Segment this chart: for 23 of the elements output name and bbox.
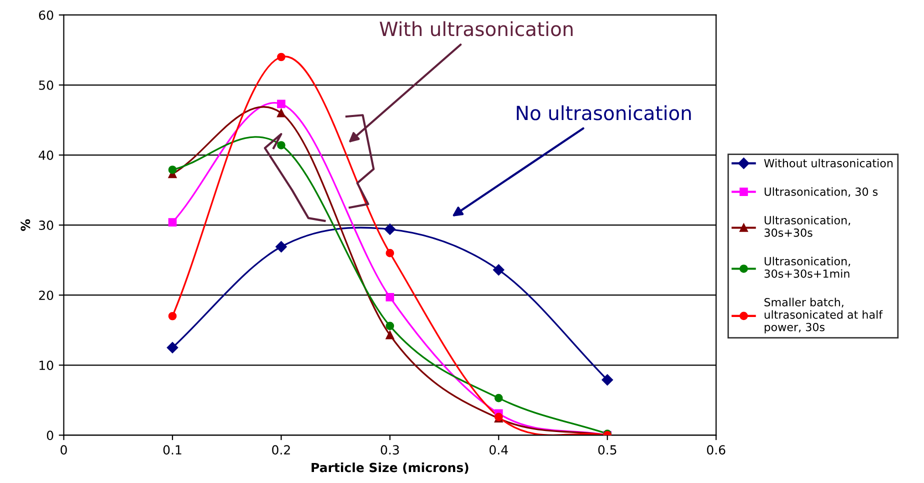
legend-label: Ultrasonication, 30 s: [764, 187, 878, 198]
legend-label: Ultrasonication, 30s+30s: [764, 216, 850, 237]
y-axis-title: %: [20, 219, 30, 231]
y-tick-label: 10: [40, 360, 54, 370]
annotation: No ultrasonication: [516, 105, 691, 120]
y-tick-label: 50: [39, 80, 54, 90]
y-tick-label: 40: [38, 150, 54, 160]
x-tick-label: 0: [60, 445, 67, 455]
annotation: With ultrasonication: [380, 21, 573, 36]
legend-label: Ultrasonication, 30s+30s+1min: [764, 256, 850, 278]
legend-label: Smaller batch, ultrasonicated at half power, 30s: [764, 298, 883, 334]
x-axis-title: Particle Size (microns): [312, 462, 468, 474]
y-tick-label: 20: [39, 290, 54, 300]
y-tick-label: 30: [39, 220, 54, 230]
legend-label: Without ultrasonication: [764, 158, 893, 168]
x-tick-label: 0.1: [163, 445, 182, 455]
x-tick-label: 0.5: [598, 445, 616, 455]
x-tick-label: 0.2: [272, 445, 290, 455]
x-tick-label: 0.3: [380, 445, 399, 455]
x-tick-label: 0.6: [706, 445, 726, 455]
x-tick-label: 0.4: [490, 445, 508, 455]
y-tick-label: 60: [39, 10, 54, 20]
y-tick-label: 0: [46, 430, 54, 440]
